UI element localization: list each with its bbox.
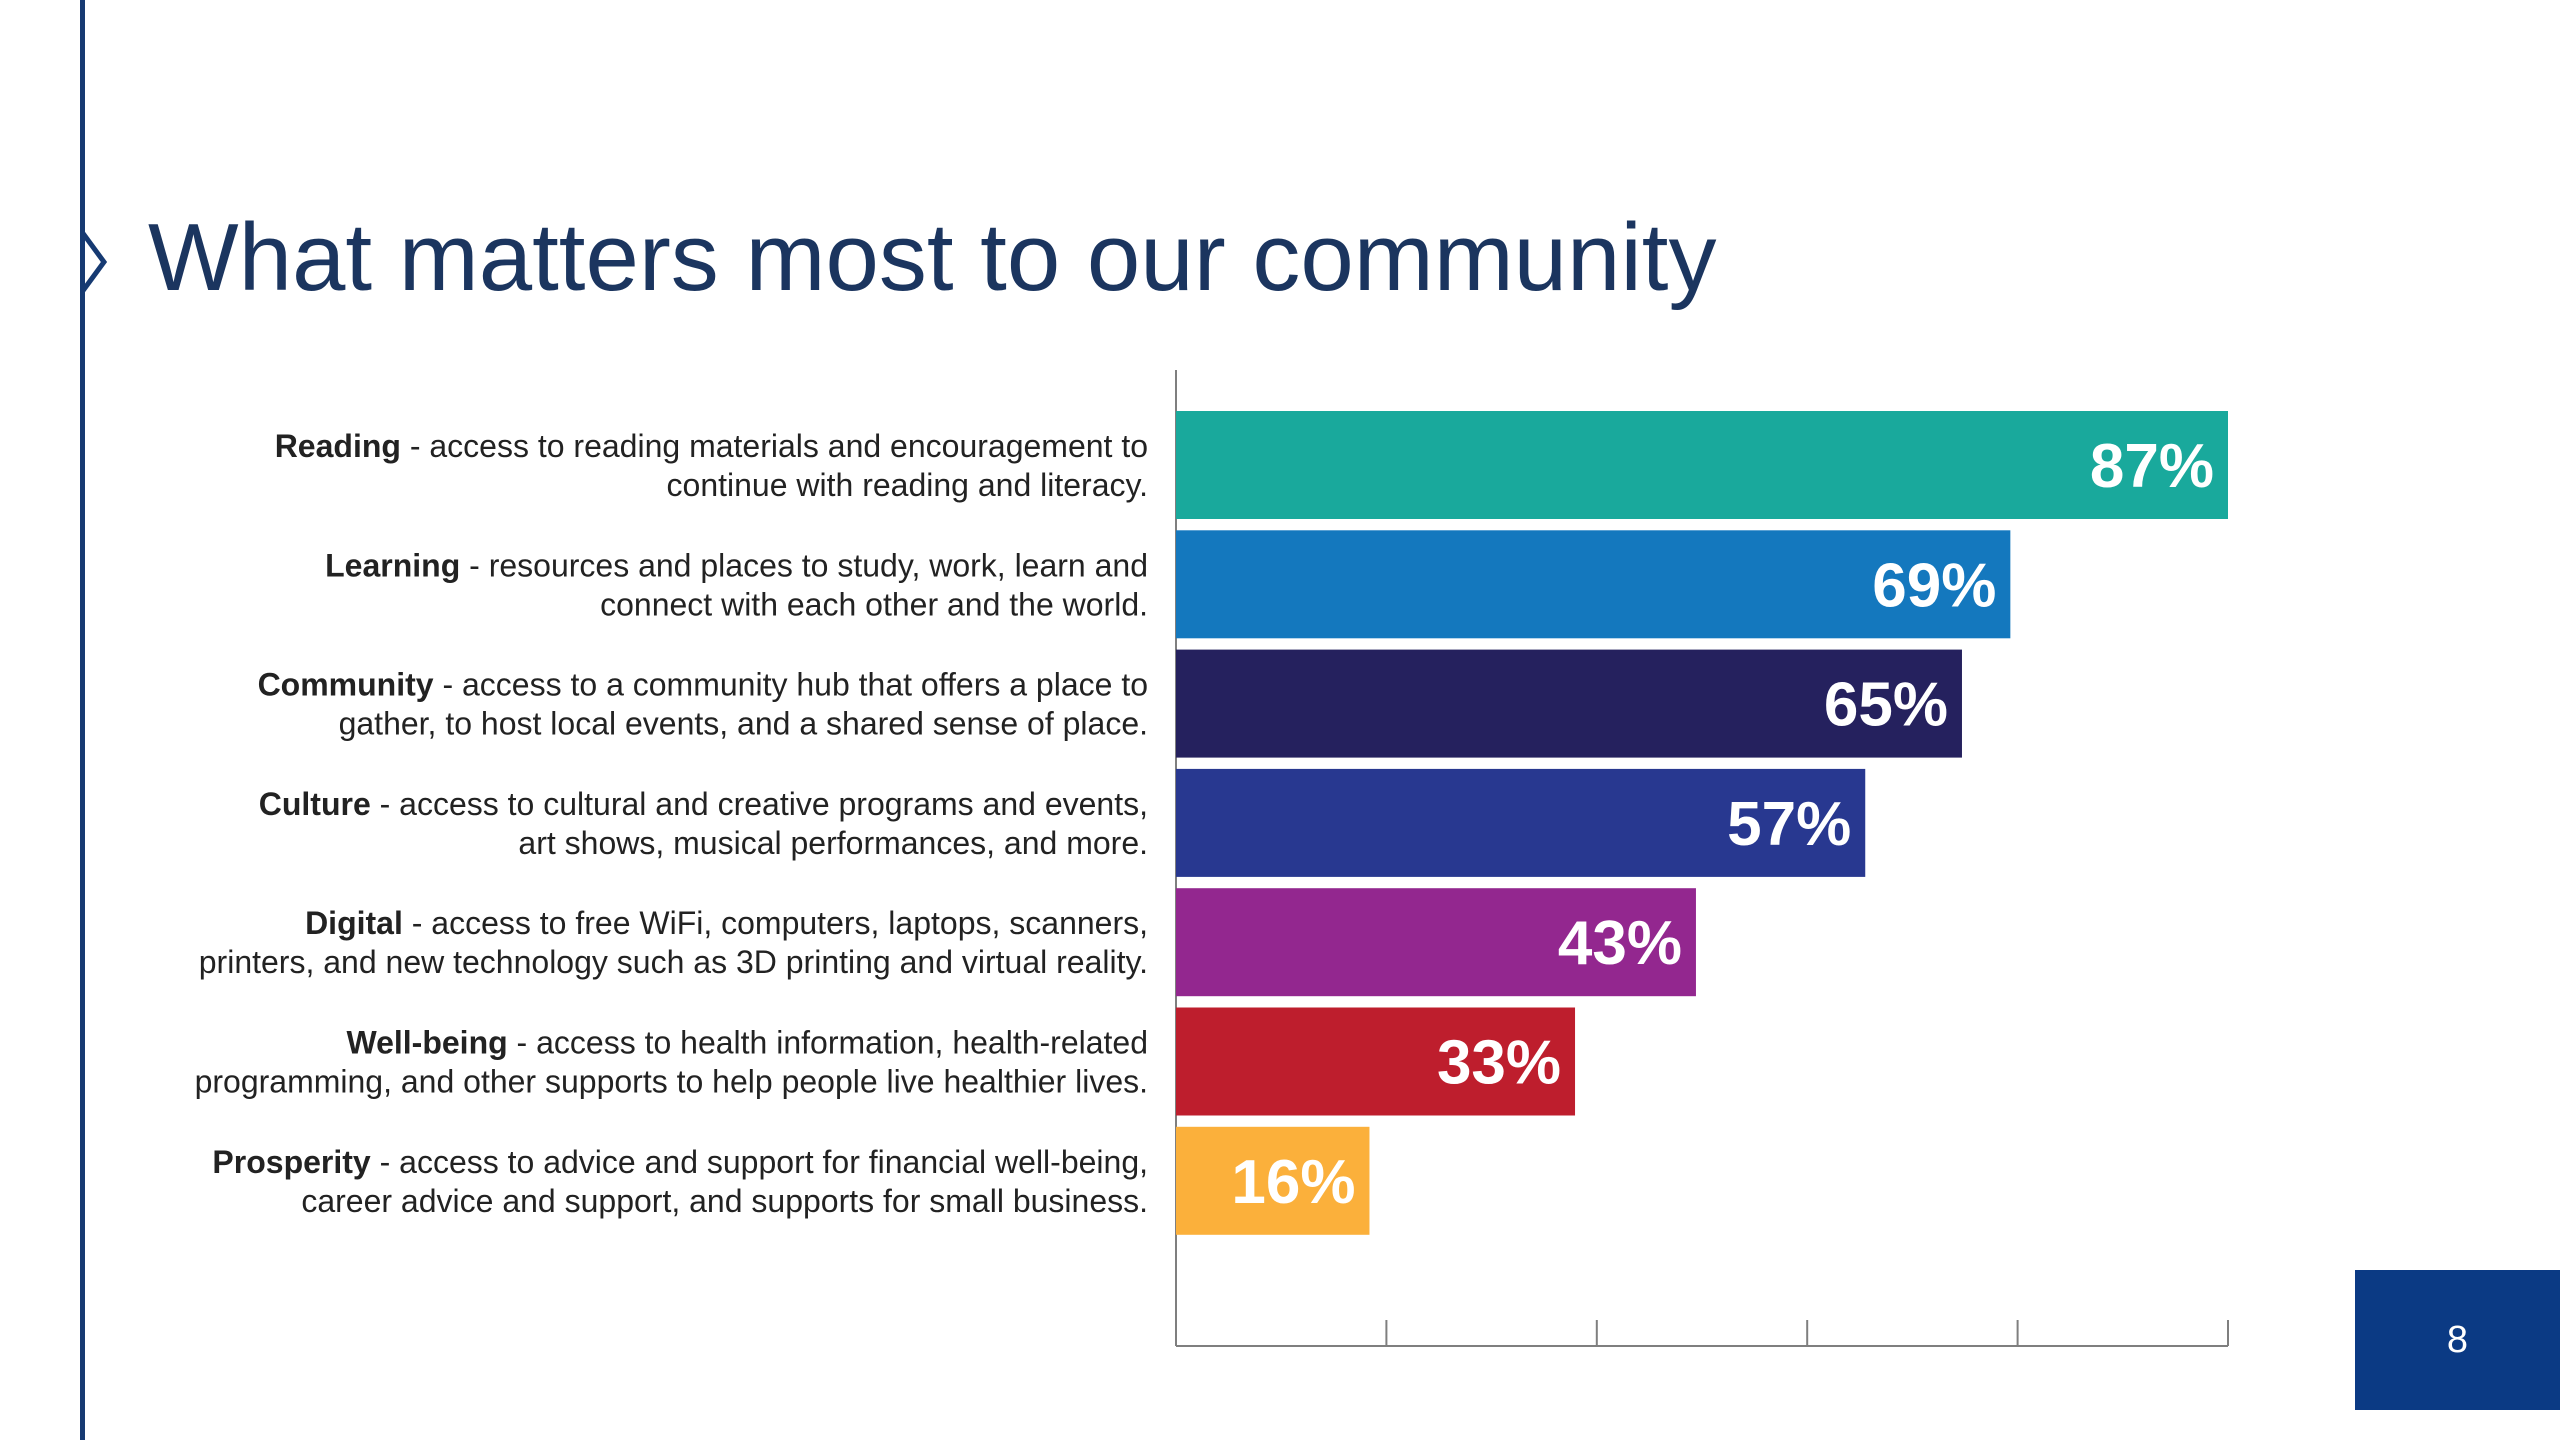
- bar-value-label: 87%: [2090, 432, 2214, 501]
- category-description-line: continue with reading and literacy.: [667, 467, 1148, 503]
- bar-community: [1176, 649, 1962, 758]
- category-description-line: art shows, musical performances, and mor…: [518, 825, 1148, 861]
- category-separator: -: [460, 547, 488, 583]
- bar-digital: [1176, 888, 1696, 997]
- category-separator: -: [508, 1025, 536, 1061]
- category-description-line: access to free WiFi, computers, laptops,…: [431, 905, 1148, 941]
- bar-well-being: [1176, 1007, 1576, 1116]
- bar-value-label: 33%: [1437, 1029, 1561, 1098]
- category-description-line: access to reading materials and encourag…: [429, 428, 1148, 464]
- bar-culture: [1176, 768, 1866, 877]
- category-label: Learning - resources and places to study…: [325, 547, 1148, 583]
- category-separator: -: [401, 428, 429, 464]
- category-separator: -: [434, 667, 462, 703]
- category-description-line: connect with each other and the world.: [600, 586, 1148, 622]
- slide-title: What matters most to our community: [148, 204, 1717, 311]
- category-name: Learning: [325, 547, 460, 583]
- category-name: Well-being: [346, 1025, 507, 1061]
- category-description-line: gather, to host local events, and a shar…: [339, 706, 1148, 742]
- category-label: Well-being - access to health informatio…: [346, 1025, 1148, 1061]
- category-label: Community - access to a community hub th…: [258, 667, 1148, 703]
- bar-value-label: 65%: [1824, 671, 1948, 740]
- category-name: Community: [258, 667, 434, 703]
- bar-value-label: 69%: [1872, 551, 1996, 620]
- category-description-line: access to health information, health-rel…: [536, 1025, 1148, 1061]
- category-label: Culture - access to cultural and creativ…: [259, 786, 1148, 822]
- category-name: Digital: [305, 905, 403, 941]
- page-number-badge: 8: [2355, 1270, 2560, 1410]
- category-description-line: resources and places to study, work, lea…: [489, 547, 1148, 583]
- bar-reading: [1176, 411, 2228, 519]
- category-description-line: printers, and new technology such as 3D …: [199, 944, 1148, 980]
- category-description-line: access to a community hub that offers a …: [462, 667, 1148, 703]
- category-separator: -: [371, 1144, 399, 1180]
- category-description-line: access to advice and support for financi…: [399, 1144, 1148, 1180]
- bar-value-label: 43%: [1558, 909, 1682, 978]
- category-name: Prosperity: [212, 1144, 370, 1180]
- category-label: Prosperity - access to advice and suppor…: [212, 1144, 1148, 1180]
- page-number: 8: [2446, 1318, 2469, 1361]
- category-description-line: career advice and support, and supports …: [301, 1183, 1148, 1219]
- chevron-right-icon: [79, 230, 108, 294]
- bar-learning: [1176, 530, 2011, 639]
- bar-prosperity: [1176, 1126, 1370, 1235]
- category-label: Digital - access to free WiFi, computers…: [305, 905, 1148, 941]
- bar-value-label: 57%: [1727, 790, 1851, 859]
- category-name: Reading: [275, 428, 401, 464]
- category-description-line: access to cultural and creative programs…: [399, 786, 1148, 822]
- category-name: Culture: [259, 786, 371, 822]
- category-label: Reading - access to reading materials an…: [275, 428, 1148, 464]
- category-separator: -: [371, 786, 399, 822]
- left-accent-rule: [80, 0, 85, 1440]
- bar-value-label: 16%: [1231, 1148, 1355, 1217]
- category-separator: -: [403, 905, 431, 941]
- category-description-line: programming, and other supports to help …: [195, 1064, 1148, 1100]
